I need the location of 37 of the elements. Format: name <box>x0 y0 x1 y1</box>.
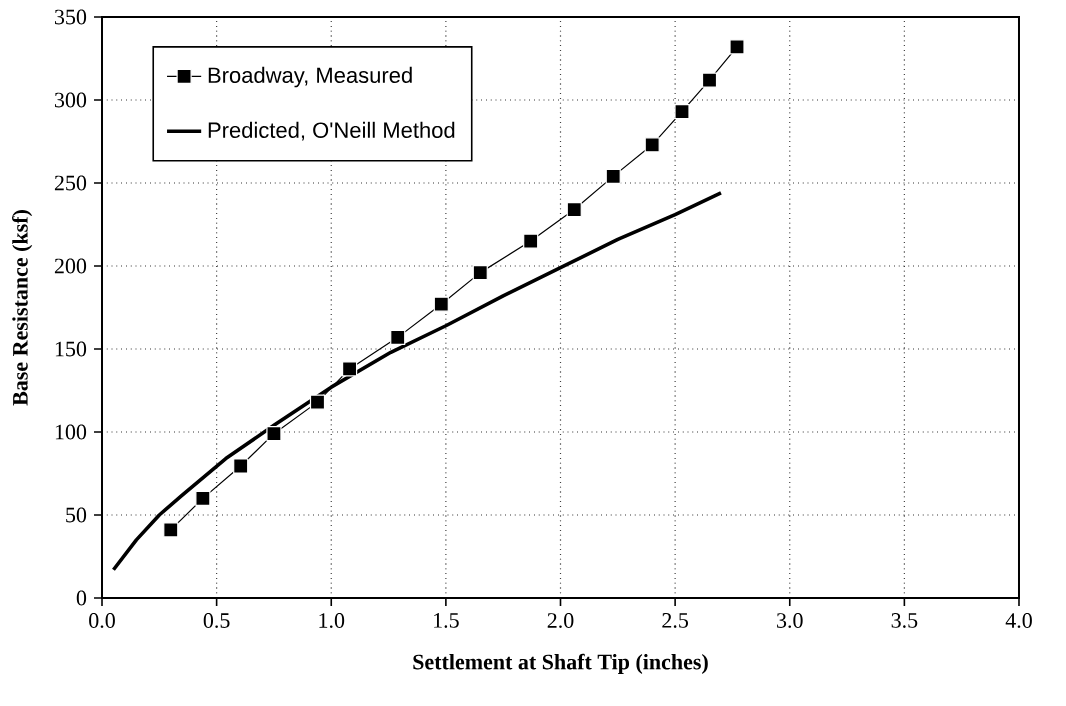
y-tick-label: 300 <box>55 92 87 108</box>
x-tick-label: 3.5 <box>891 613 918 628</box>
x-tick-label: 0.5 <box>203 613 230 628</box>
point <box>472 265 488 281</box>
y-tick-label: 100 <box>55 424 87 440</box>
x-tick-label: 0.0 <box>89 613 115 628</box>
y-tick-label: 200 <box>54 258 87 274</box>
legend-label: Predicted, O'Neill Method <box>208 121 455 141</box>
y-tick-label: 150 <box>55 341 87 357</box>
x-tick-label: 2.0 <box>547 613 574 628</box>
y-tick-label: 50 <box>66 507 87 523</box>
point <box>729 39 745 55</box>
point <box>309 394 326 410</box>
x-tick-label: 1.0 <box>319 613 345 628</box>
point <box>390 329 406 345</box>
point <box>163 522 179 538</box>
point <box>644 137 660 153</box>
x-tick-label: 2.5 <box>662 613 688 628</box>
y-tick-label: 350 <box>55 9 87 25</box>
point <box>566 201 582 218</box>
point <box>433 296 449 312</box>
y-tick-label: 250 <box>54 175 87 191</box>
y-tick-label: 0 <box>76 590 87 606</box>
x-tick-label: 4.0 <box>1005 613 1032 628</box>
point <box>233 458 249 474</box>
x-axis-title: Settlement at Shaft Tip (inches) <box>413 653 708 674</box>
point <box>195 490 211 506</box>
x-tick-label: 1.5 <box>434 613 459 628</box>
point <box>701 72 718 88</box>
point <box>341 361 358 377</box>
x-tick-label: 3.0 <box>777 613 803 628</box>
point <box>674 104 690 120</box>
point <box>523 233 539 249</box>
point <box>605 168 621 184</box>
legend-label: Broadway, Measured <box>208 66 412 88</box>
point <box>266 426 282 442</box>
y-axis-title: Base Resistance (ksf) <box>12 210 33 406</box>
